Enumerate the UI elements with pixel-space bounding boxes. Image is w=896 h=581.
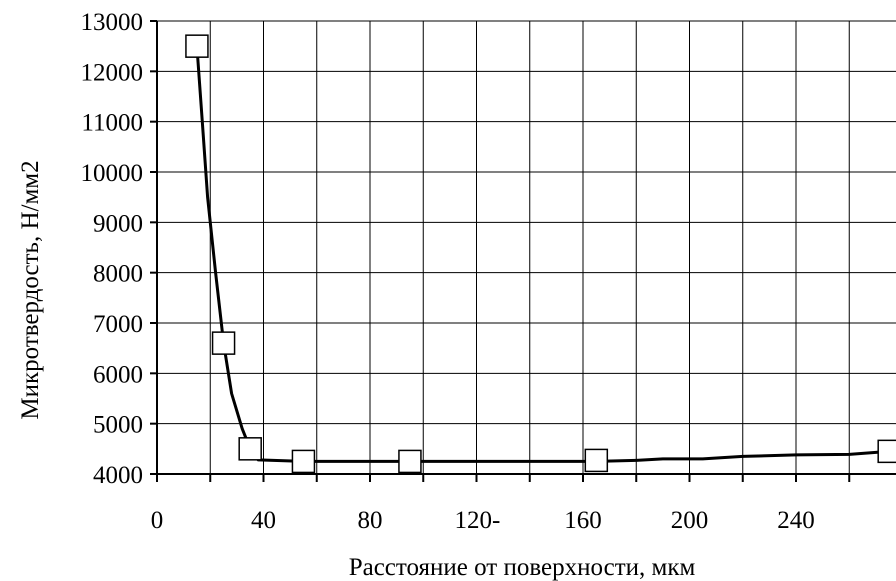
data-point-marker [584, 448, 609, 473]
x-axis-title: Расстояние от поверхности, мкм [349, 554, 696, 581]
y-axis-title: Микротвердость, Н/мм2 [17, 160, 44, 419]
x-tick-label: 120- [455, 507, 501, 534]
y-tick-label: 12000 [81, 59, 144, 86]
x-tick-labels: 0 40 80 120- 160 200 240 [151, 507, 815, 534]
x-tick-label: 160 [564, 507, 602, 534]
series-line [195, 46, 890, 463]
axes [150, 20, 896, 482]
data-point-marker [291, 449, 316, 474]
x-tick-label: 80 [358, 507, 383, 534]
y-tick-label: 8000 [93, 261, 143, 288]
y-tick-label: 10000 [81, 160, 144, 187]
data-point-marker [398, 449, 422, 474]
x-tick-label: 0 [151, 507, 164, 534]
series [185, 34, 896, 474]
data-point-marker [238, 437, 262, 461]
y-tick-label: 9000 [93, 210, 143, 237]
x-tick-label: 40 [251, 507, 276, 534]
x-tick-label: 240 [777, 507, 815, 534]
data-point-marker [185, 34, 209, 58]
y-tick-label: 6000 [93, 361, 143, 388]
y-tick-label: 4000 [93, 462, 143, 489]
y-tick-label: 7000 [93, 311, 143, 338]
y-tick-label: 5000 [93, 412, 143, 439]
y-tick-labels: 4000 5000 6000 7000 8000 9000 10000 11000 12000 1… [81, 9, 144, 489]
y-tick-label: 11000 [81, 110, 143, 137]
grid [157, 20, 896, 475]
y-tick-label: 13000 [81, 9, 144, 36]
x-tick-label: 200 [671, 507, 709, 534]
data-point-marker [211, 331, 236, 355]
data-point-marker [877, 439, 896, 464]
